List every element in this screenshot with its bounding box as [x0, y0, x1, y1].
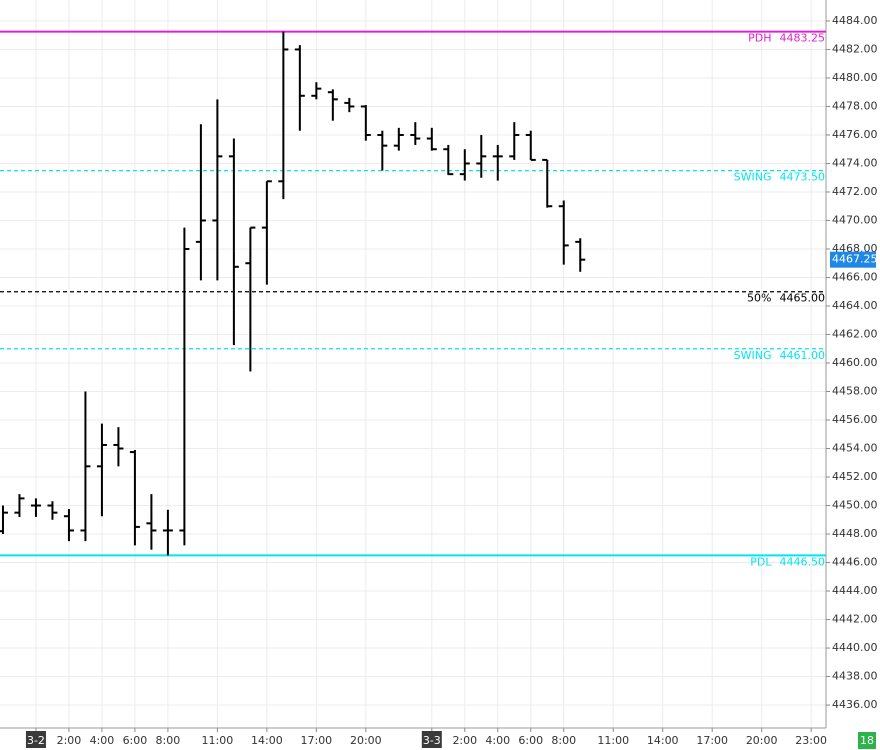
y-tick-label: 4440.00 — [832, 641, 878, 654]
y-tick-label: 4460.00 — [832, 356, 878, 369]
last-price-box — [830, 251, 876, 268]
y-tick-label: 4444.00 — [832, 584, 878, 597]
x-tick-label: 14:00 — [251, 734, 283, 747]
y-tick-label: 4458.00 — [832, 385, 878, 398]
x-tick-label: 17:00 — [300, 734, 332, 747]
level-name: PDL — [750, 555, 772, 568]
x-tick-label: 20:00 — [350, 734, 382, 747]
level-value: 4483.25 — [780, 32, 826, 45]
y-tick-label: 4462.00 — [832, 327, 878, 340]
y-tick-label: 4446.00 — [832, 556, 878, 569]
x-tick-label: 4:00 — [90, 734, 115, 747]
level-value: 4446.50 — [780, 555, 826, 568]
y-tick-label: 4454.00 — [832, 442, 878, 455]
level-name: PDH — [748, 32, 771, 45]
x-tick-label: 4:00 — [485, 734, 510, 747]
level-name: 50% — [747, 292, 771, 305]
x-tick-label: 11:00 — [597, 734, 629, 747]
y-tick-label: 4438.00 — [832, 670, 878, 683]
level-value: 4465.00 — [780, 292, 826, 305]
y-tick-label: 4442.00 — [832, 613, 878, 626]
y-tick-label: 4476.00 — [832, 128, 878, 141]
y-tick-label: 4482.00 — [832, 42, 878, 55]
date-box — [421, 731, 442, 748]
y-tick-label: 4478.00 — [832, 99, 878, 112]
x-tick-label: 23:00 — [795, 734, 827, 747]
y-tick-label: 4448.00 — [832, 527, 878, 540]
level-name: SWING — [734, 171, 772, 184]
last-price-label: 4467.25 — [832, 253, 878, 266]
y-tick-label: 4466.00 — [832, 270, 878, 283]
y-tick-label: 4456.00 — [832, 413, 878, 426]
x-tick-label: 17:00 — [696, 734, 728, 747]
x-tick-label: 2:00 — [57, 734, 82, 747]
x-tick-label: 3-3 — [423, 734, 441, 747]
x-tick-label: 20:00 — [746, 734, 778, 747]
x-tick-label: 8:00 — [551, 734, 576, 747]
x-tick-label: 8:00 — [156, 734, 181, 747]
level-name: SWING — [734, 349, 772, 362]
x-tick-label: 14:00 — [647, 734, 679, 747]
x-tick-label: 11:00 — [202, 734, 234, 747]
level-value: 4461.00 — [780, 349, 826, 362]
y-tick-label: 4464.00 — [832, 299, 878, 312]
date-box — [25, 731, 46, 748]
corner-badge: 18 — [860, 734, 874, 747]
y-tick-label: 4452.00 — [832, 470, 878, 483]
x-tick-label: 3-2 — [27, 734, 45, 747]
y-tick-label: 4450.00 — [832, 499, 878, 512]
y-tick-label: 4472.00 — [832, 185, 878, 198]
y-tick-label: 4480.00 — [832, 71, 878, 84]
corner-badge-box — [858, 732, 876, 749]
y-tick-label: 4470.00 — [832, 213, 878, 226]
x-tick-label: 6:00 — [123, 734, 148, 747]
y-tick-label: 4436.00 — [832, 698, 878, 711]
y-tick-label: 4474.00 — [832, 156, 878, 169]
level-value: 4473.50 — [780, 171, 826, 184]
x-tick-label: 6:00 — [518, 734, 543, 747]
x-tick-label: 2:00 — [452, 734, 477, 747]
y-tick-label: 4484.00 — [832, 14, 878, 27]
